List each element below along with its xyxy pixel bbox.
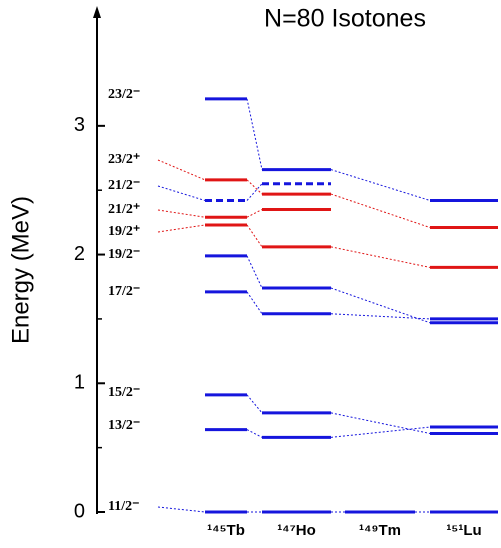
y-axis-label: Energy (MeV)	[7, 196, 34, 344]
axis-arrow	[93, 6, 101, 18]
y-tick-label: 3	[74, 114, 85, 136]
level-link	[330, 426, 431, 438]
spin-label: 11/2⁻	[108, 499, 140, 514]
level-link	[246, 429, 263, 438]
level-link	[246, 179, 263, 195]
label-link	[157, 209, 206, 218]
spin-label: 21/2⁻	[108, 178, 140, 193]
isotope-label: ¹⁴⁹Tm	[359, 522, 401, 539]
spin-label: 23/2⁻	[108, 87, 140, 102]
spin-label: 19/2⁻	[108, 247, 140, 262]
chart-title: N=80 Isotones	[264, 5, 426, 33]
spin-label: 17/2⁻	[108, 284, 140, 299]
spin-label: 21/2⁺	[108, 202, 140, 217]
level-link	[330, 412, 431, 434]
spin-label: 13/2⁻	[108, 418, 140, 433]
spin-label: 23/2⁺	[108, 152, 140, 167]
level-link	[330, 246, 431, 268]
label-link	[157, 224, 206, 233]
spin-label: 19/2⁺	[108, 224, 140, 239]
level-link	[246, 209, 263, 218]
level-link	[330, 287, 431, 324]
isotope-label: ¹⁴⁵Tb	[207, 522, 245, 539]
y-tick-label: 1	[74, 372, 85, 394]
isotope-label: ¹⁵¹Lu	[446, 522, 481, 539]
y-tick-label: 0	[74, 500, 85, 522]
level-link	[246, 291, 263, 315]
label-link	[157, 185, 206, 201]
level-link	[330, 313, 431, 320]
level-link	[246, 255, 263, 289]
isotope-label: ¹⁴⁷Ho	[277, 522, 316, 539]
spin-label: 15/2⁻	[108, 385, 140, 400]
level-link	[246, 98, 263, 170]
level-link	[330, 193, 431, 229]
level-link	[330, 169, 431, 201]
y-tick-label: 2	[74, 243, 85, 265]
label-link	[157, 159, 206, 181]
label-link	[157, 506, 206, 513]
level-link	[246, 224, 263, 248]
level-link	[246, 394, 263, 414]
